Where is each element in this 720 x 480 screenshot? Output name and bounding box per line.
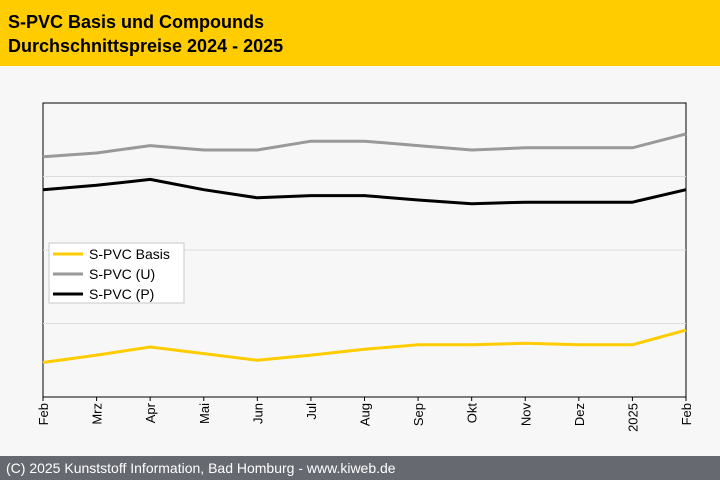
chart-subtitle: Durchschnittspreise 2024 - 2025 bbox=[8, 36, 284, 56]
x-tick-label: Mrz bbox=[90, 403, 105, 425]
x-tick-label: Jul bbox=[304, 403, 319, 420]
x-tick-label: Mai bbox=[197, 403, 212, 424]
chart-title: S-PVC Basis und Compounds bbox=[8, 12, 265, 32]
price-line-chart: Feb Mrz Apr Mai Jun Jul Aug Sep Okt Nov Dez 2025 Feb… bbox=[36, 102, 694, 432]
x-tick-label: 2025 bbox=[625, 403, 640, 432]
x-tick-label: Sep bbox=[411, 403, 426, 426]
x-tick-label: Dez bbox=[572, 403, 587, 426]
series-lines bbox=[42, 132, 687, 364]
x-tick-label: Apr bbox=[143, 402, 158, 423]
copyright-text: (C) 2025 Kunststoff Information, Bad Hom… bbox=[6, 460, 396, 476]
x-axis: Feb Mrz Apr Mai Jun Jul Aug Sep Okt Nov Dez 2025 Feb bbox=[36, 397, 694, 432]
legend-label: S-PVC (P) bbox=[89, 286, 154, 302]
series-line-3 bbox=[42, 177, 687, 206]
x-tick-label: Feb bbox=[679, 403, 694, 425]
x-tick-label: Nov bbox=[518, 403, 533, 427]
x-tick-label: Feb bbox=[36, 403, 51, 425]
x-tick-label: Okt bbox=[465, 403, 480, 424]
series-line-1 bbox=[42, 328, 687, 364]
legend: S-PVC Basis S-PVC (U) S-PVC (P) bbox=[48, 242, 185, 304]
series-line-2 bbox=[42, 132, 687, 159]
x-tick-label: Jun bbox=[250, 403, 265, 424]
footer-bar: (C) 2025 Kunststoff Information, Bad Hom… bbox=[0, 456, 720, 480]
x-tick-label: Aug bbox=[358, 403, 373, 426]
legend-label: S-PVC Basis bbox=[89, 246, 170, 262]
legend-label: S-PVC (U) bbox=[89, 266, 155, 282]
header-bar: S-PVC Basis und Compounds Durchschnittsp… bbox=[0, 0, 720, 66]
